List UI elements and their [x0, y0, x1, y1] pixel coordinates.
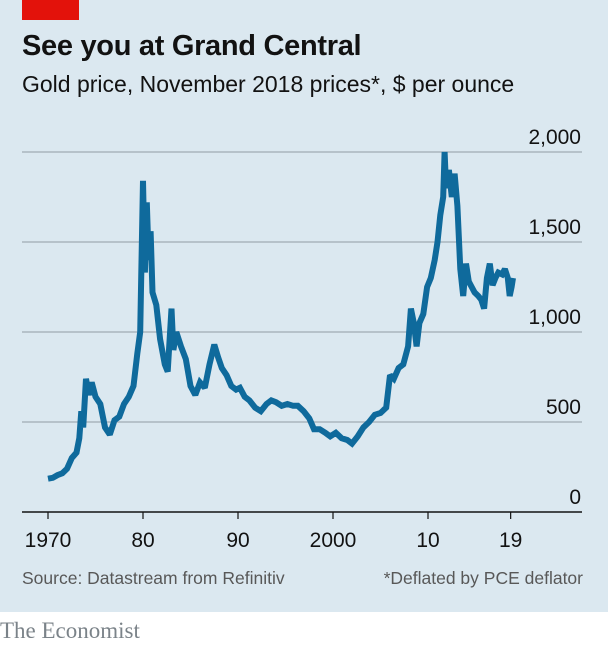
economist-red-tag: [22, 0, 79, 20]
y-tick-label: 0: [569, 486, 581, 509]
x-tick-label: 19: [499, 529, 522, 552]
gold-price-chart: 0 500 1,000 1,500 2,000 1970 80 90 2000 10 19: [22, 126, 582, 552]
gridlines: [22, 151, 582, 423]
x-tick-label: 2000: [310, 529, 357, 552]
chart-panel: [0, 0, 608, 612]
x-axis: [22, 511, 582, 519]
x-tick-label: 90: [226, 529, 249, 552]
x-tick-label: 10: [416, 529, 439, 552]
chart-title: See you at Grand Central: [22, 30, 362, 62]
brand-logo-text: The Economist: [0, 618, 140, 643]
y-tick-label: 1,000: [528, 306, 581, 329]
chart-subtitle: Gold price, November 2018 prices*, $ per…: [22, 71, 515, 97]
y-tick-label: 2,000: [528, 126, 581, 149]
x-axis-labels: 1970 80 90 2000 10 19: [25, 529, 523, 552]
y-tick-label: 500: [546, 396, 581, 419]
series-line-gold-price: [47, 151, 516, 482]
x-tick-label: 80: [131, 529, 154, 552]
deflator-note: *Deflated by PCE deflator: [383, 568, 583, 588]
series-layer: [47, 151, 516, 482]
source-note: Source: Datastream from Refinitiv: [22, 568, 285, 588]
x-tick-label: 1970: [25, 529, 72, 552]
y-tick-label: 1,500: [528, 216, 581, 239]
y-axis-labels: 0 500 1,000 1,500 2,000: [528, 126, 581, 509]
